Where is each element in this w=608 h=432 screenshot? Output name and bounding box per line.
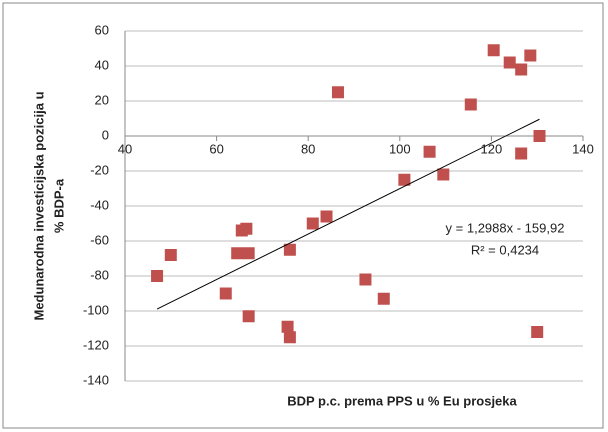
data-point	[437, 168, 450, 181]
x-tick-label: 40	[118, 141, 132, 156]
y-tick-label: -140	[83, 372, 109, 387]
data-point	[164, 249, 177, 261]
y-tick-label: -60	[90, 232, 109, 247]
y-axis-title: % BDP-a	[51, 178, 66, 233]
data-point	[281, 320, 294, 333]
data-point	[242, 310, 255, 323]
data-point	[423, 145, 436, 158]
data-point	[533, 130, 546, 142]
y-tick-label: 20	[95, 92, 109, 107]
data-point	[531, 326, 544, 338]
data-point	[151, 270, 164, 282]
data-point	[331, 86, 344, 99]
data-point	[464, 98, 477, 111]
trendline-equation: y = 1,2988x - 159,92	[446, 220, 565, 235]
x-tick-label: 100	[389, 141, 411, 156]
data-point	[283, 331, 296, 344]
data-point	[320, 210, 333, 223]
data-point	[240, 222, 253, 235]
data-point	[515, 147, 528, 160]
data-point	[283, 243, 296, 256]
y-tick-label: -120	[83, 337, 109, 352]
y-tick-label: -40	[90, 197, 109, 212]
y-tick-label: 60	[95, 22, 109, 37]
x-axis-title: BDP p.c. prema PPS u % Eu prosjeka	[287, 393, 517, 408]
x-tick-label: 80	[301, 141, 315, 156]
y-tick-label: 0	[102, 127, 109, 142]
trendline	[156, 118, 540, 310]
trendline-r2: R² = 0,4234	[471, 242, 539, 257]
data-point	[359, 273, 372, 286]
x-tick-label: 120	[481, 141, 503, 156]
x-tick-label: 140	[572, 141, 594, 156]
data-point	[219, 287, 232, 300]
x-tick-label: 60	[209, 141, 223, 156]
y-tick-label: -20	[90, 162, 109, 177]
y-tick-label: 40	[95, 57, 109, 72]
data-point	[398, 173, 411, 186]
data-point	[503, 56, 516, 69]
y-axis-title: Medunarodna investicijska pozicija u	[31, 91, 46, 320]
data-point	[487, 44, 500, 57]
chart-frame	[2, 2, 604, 429]
data-point	[377, 292, 390, 305]
y-tick-label: -100	[83, 302, 109, 317]
data-point	[231, 247, 244, 260]
y-tick-label: -80	[90, 267, 109, 282]
data-point	[242, 247, 255, 260]
data-point	[515, 63, 528, 76]
data-point	[524, 49, 537, 62]
data-point	[306, 217, 319, 230]
